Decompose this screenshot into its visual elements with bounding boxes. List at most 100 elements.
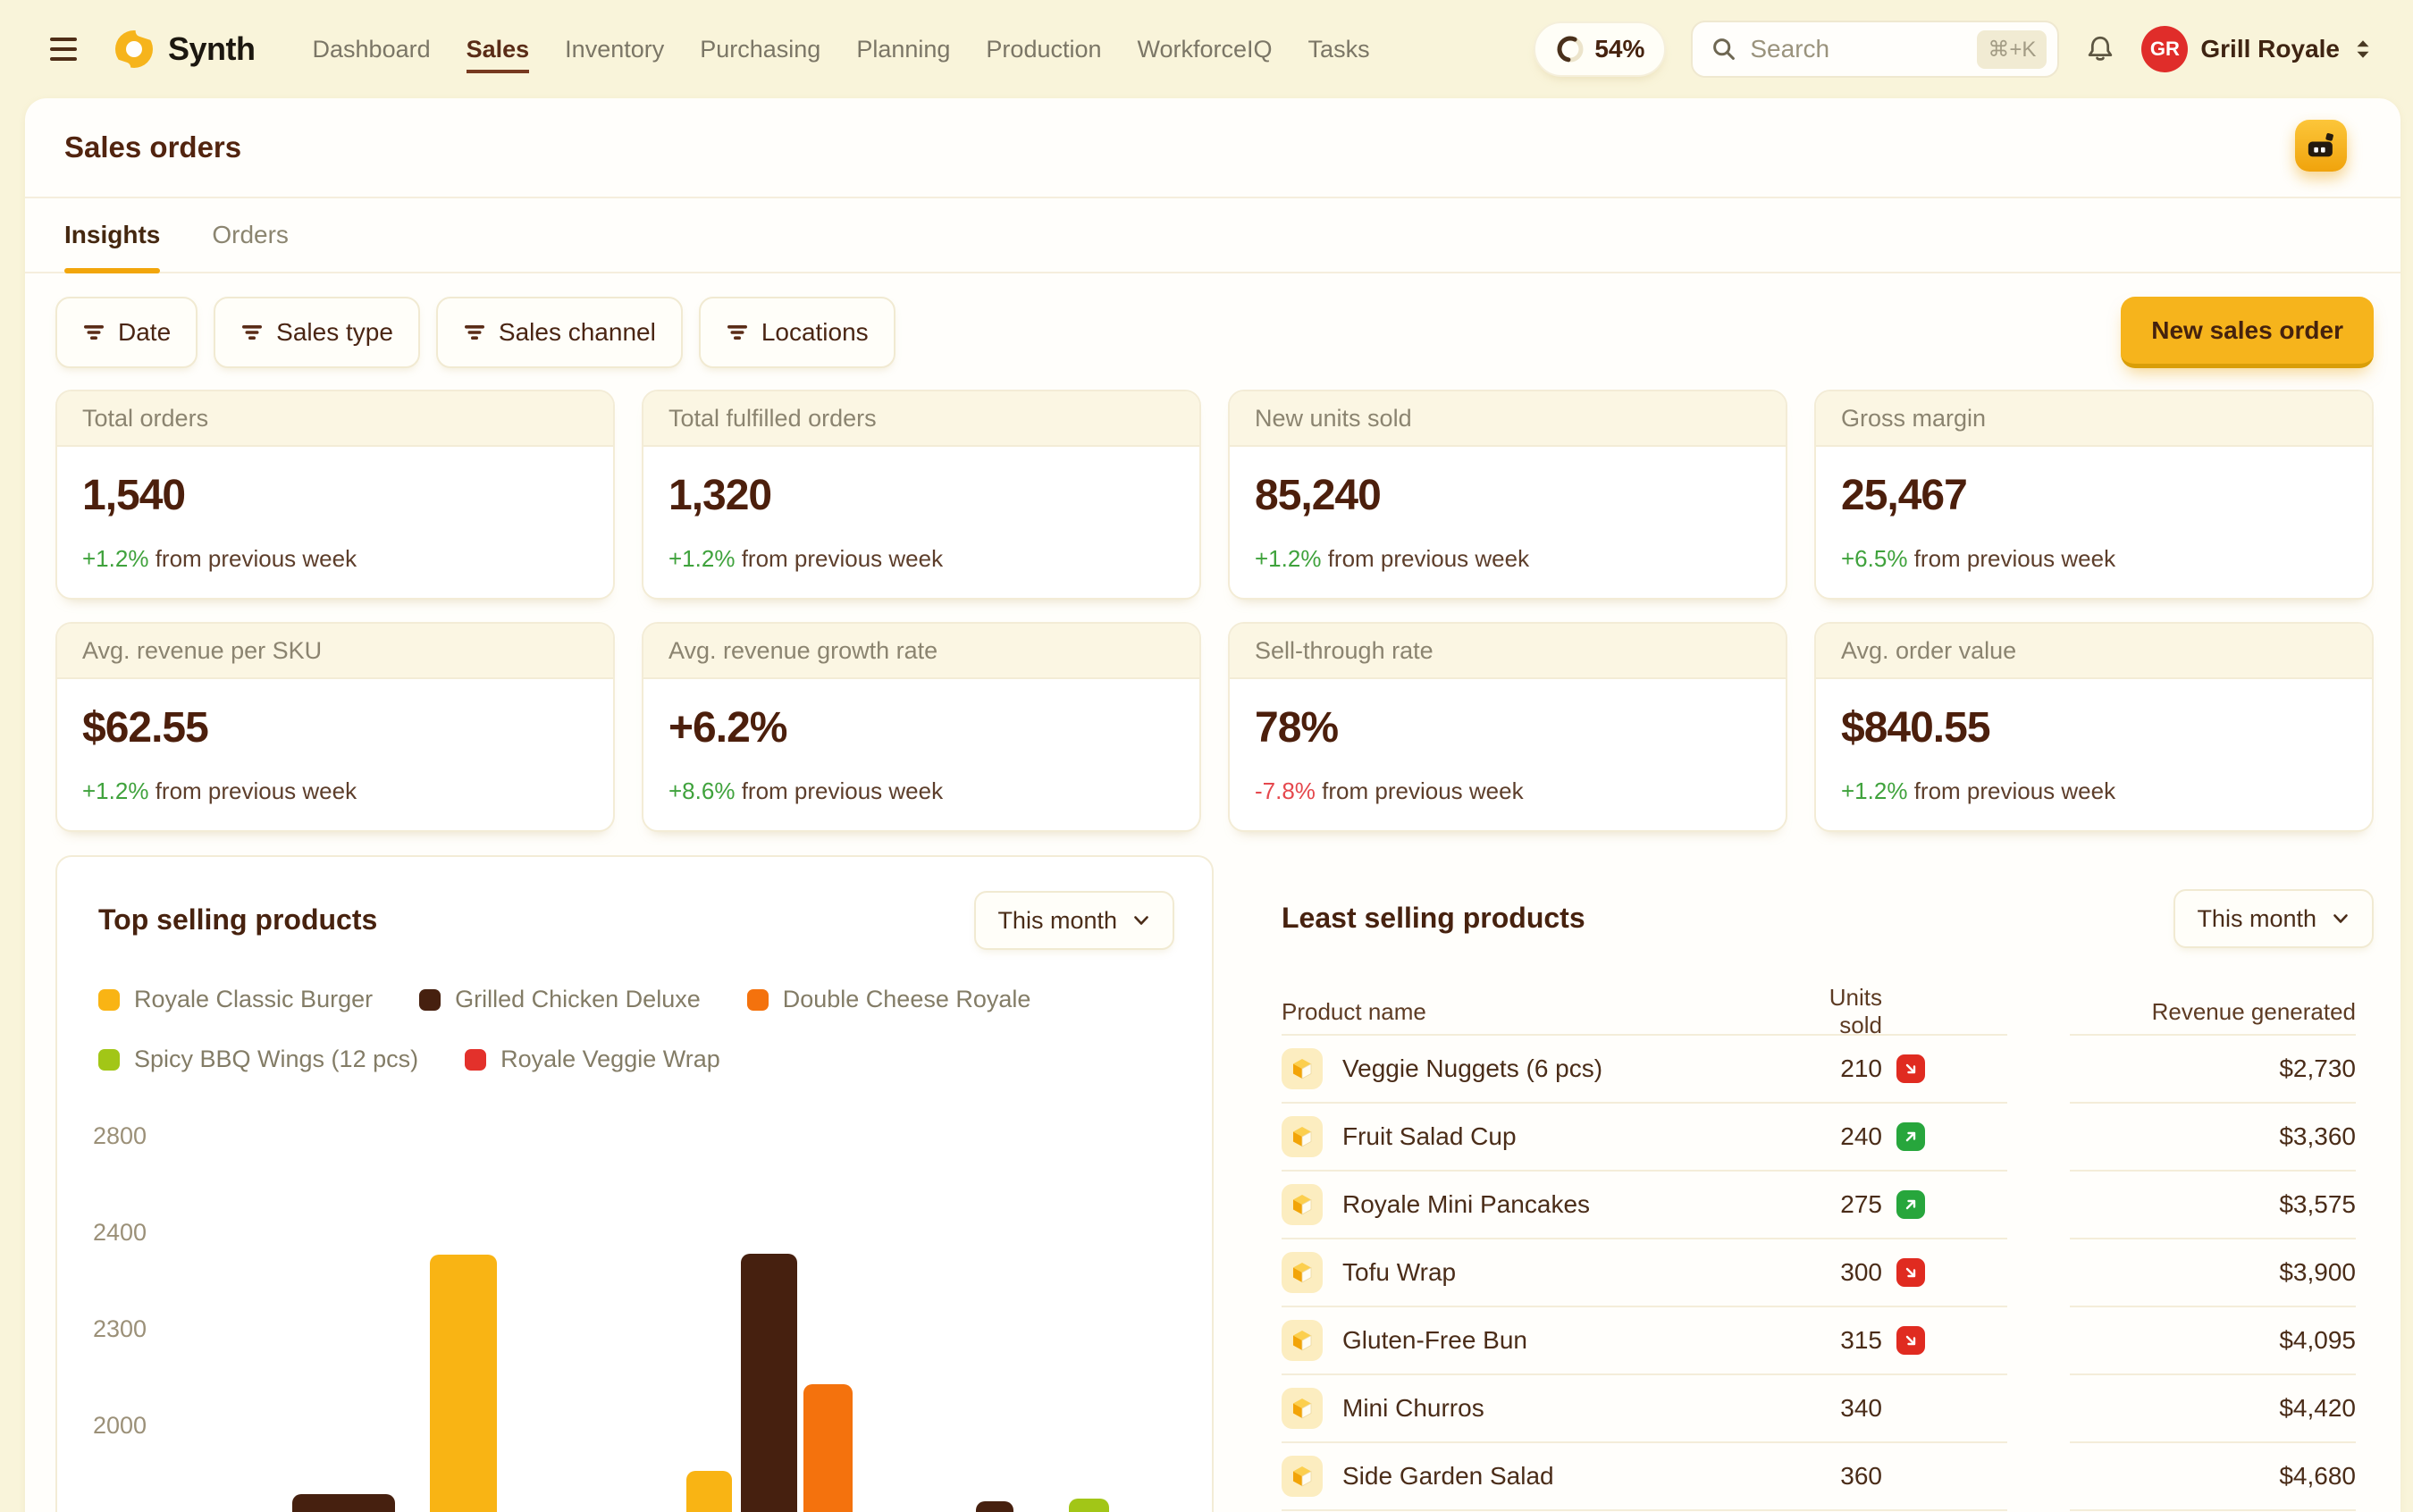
kpi-value: 85,240: [1255, 472, 1382, 519]
nav-item-dashboard[interactable]: Dashboard: [312, 35, 431, 63]
revenue-value: $2,730: [2070, 1036, 2356, 1104]
filter-button-locations[interactable]: Locations: [698, 297, 895, 368]
table-row-royale-mini-pancakes[interactable]: Royale Mini Pancakes 275 $3,575: [1282, 1172, 2356, 1239]
product-name: Royale Mini Pancakes: [1342, 1190, 1591, 1218]
filter-icon: [463, 322, 486, 343]
new-sales-order-button[interactable]: New sales order: [2121, 297, 2374, 368]
brand-name: Synth: [168, 30, 256, 67]
legend-label: Royale Classic Burger: [134, 986, 374, 1012]
user-menu[interactable]: GR Grill Royale: [2141, 26, 2374, 72]
bar-grilled-chicken-deluxe-g2: [741, 1254, 797, 1512]
kpi-card-avg-revenue-growth-rate: Avg. revenue growth rate +6.2% +8.6% from …: [642, 622, 1201, 832]
kpi-delta: +1.2% from previous week: [1841, 777, 2116, 804]
kpi-label: Sell-through rate: [1230, 624, 1786, 679]
y-axis-tick-2000: 2000: [93, 1412, 147, 1439]
trend-down-badge: [1896, 1258, 1925, 1287]
search-icon: [1711, 36, 1737, 63]
y-axis-tick-2800: 2800: [93, 1122, 147, 1149]
kpi-label: New units sold: [1230, 391, 1786, 447]
legend-swatch: [465, 1048, 487, 1071]
table-row-tofu-wrap[interactable]: Tofu Wrap 300 $3,900: [1282, 1239, 2356, 1307]
progress-ring-icon: [1555, 34, 1585, 64]
product-name: Fruit Salad Cup: [1342, 1122, 1517, 1150]
select-arrows-icon: [2352, 38, 2374, 61]
search-input[interactable]: [1750, 35, 1965, 63]
avatar: GR: [2141, 26, 2189, 72]
table-row-fruit-salad-cup[interactable]: Fruit Salad Cup 240 $3,360: [1282, 1104, 2356, 1172]
kpi-value: 25,467: [1841, 472, 1968, 519]
nav-item-inventory[interactable]: Inventory: [565, 35, 665, 63]
nav-item-workforceiq[interactable]: WorkforceIQ: [1137, 35, 1273, 63]
legend-item-royale-classic-burger: Royale Classic Burger: [98, 986, 373, 1013]
chart-legend: Royale Classic Burger Grilled Chicken Del…: [98, 986, 1173, 1073]
revenue-value: $3,900: [2070, 1239, 2356, 1307]
filter-icon: [726, 322, 749, 343]
nav-item-production[interactable]: Production: [986, 35, 1102, 63]
table-row-mini-churros[interactable]: Mini Churros 340 $4,420: [1282, 1375, 2356, 1443]
table-row-gluten-free-bun[interactable]: Gluten-Free Bun 315 $4,095: [1282, 1307, 2356, 1375]
trend-down-badge: [1896, 1326, 1925, 1355]
kpi-value: $62.55: [82, 704, 209, 752]
package-icon: [1282, 1320, 1323, 1361]
filter-button-sales-channel[interactable]: Sales channel: [435, 297, 683, 368]
trend-up-badge: [1896, 1122, 1925, 1151]
trend-down-badge: [1896, 1054, 1925, 1083]
kpi-card-total-orders: Total orders 1,540 +1.2% from previous wee…: [55, 390, 615, 600]
table-header-row: Product name Units sold Revenue generate…: [1282, 984, 2356, 1038]
nav-item-sales[interactable]: Sales: [466, 35, 530, 73]
chevron-down-icon: [1131, 911, 1151, 930]
brand: Synth: [111, 26, 256, 72]
package-icon: [1282, 1456, 1323, 1497]
kpi-label: Avg. order value: [1816, 624, 2372, 679]
filter-button-date[interactable]: Date: [55, 297, 198, 368]
legend-item-royale-veggie-wrap: Royale Veggie Wrap: [465, 1046, 720, 1073]
menu-icon[interactable]: [50, 34, 86, 64]
progress-percent: 54%: [1594, 35, 1645, 63]
kpi-label: Total fulfilled orders: [643, 391, 1199, 447]
kpi-value: $840.55: [1841, 704, 1991, 752]
page-title: Sales orders: [64, 130, 242, 164]
legend-item-grilled-chicken-deluxe: Grilled Chicken Deluxe: [419, 986, 701, 1013]
kpi-delta: +1.2% from previous week: [82, 545, 357, 572]
y-axis-tick-1900: 1900: [93, 1508, 147, 1512]
period-value: This month: [2197, 904, 2316, 932]
revenue-value: $4,680: [2070, 1443, 2356, 1511]
least-selling-period-select[interactable]: This month: [2173, 889, 2374, 948]
nav-item-tasks[interactable]: Tasks: [1307, 35, 1370, 63]
legend-swatch: [98, 1048, 120, 1071]
kpi-delta: -7.8% from previous week: [1255, 777, 1524, 804]
kpi-value: 1,320: [668, 472, 772, 519]
nav-item-planning[interactable]: Planning: [856, 35, 951, 63]
tab-orders[interactable]: Orders: [212, 221, 289, 248]
table-row-side-garden-salad[interactable]: Side Garden Salad 360 $4,680: [1282, 1443, 2356, 1511]
kpi-value: 1,540: [82, 472, 186, 519]
revenue-value: $3,575: [2070, 1172, 2356, 1239]
tab-insights[interactable]: Insights: [64, 198, 161, 273]
kpi-delta: +1.2% from previous week: [82, 777, 357, 804]
legend-label: Spicy BBQ Wings (12 pcs): [134, 1046, 419, 1072]
topbar: Synth Dashboard Sales Inventory Purchasing P…: [0, 0, 2413, 98]
product-name: Tofu Wrap: [1342, 1258, 1457, 1286]
kpi-value: +6.2%: [668, 704, 787, 752]
top-selling-period-select[interactable]: This month: [974, 891, 1174, 950]
legend-label: Royale Veggie Wrap: [500, 1046, 720, 1072]
product-name: Veggie Nuggets (6 pcs): [1342, 1054, 1603, 1082]
notifications-bell-icon[interactable]: [2084, 33, 2116, 65]
package-icon: [1282, 1048, 1323, 1089]
usage-progress-pill[interactable]: 54%: [1534, 21, 1667, 77]
kpi-delta: +6.5% from previous week: [1841, 545, 2116, 572]
nav-item-purchasing[interactable]: Purchasing: [700, 35, 821, 63]
bar-grilled-chicken-deluxe-g3: [976, 1501, 1013, 1512]
sales-orders-card: Sales orders Insights Orders Date Sales ty…: [25, 98, 2400, 1512]
synth-logo-icon: [111, 26, 157, 72]
assistant-bot-button[interactable]: [2295, 120, 2347, 172]
revenue-value: $4,420: [2070, 1375, 2356, 1443]
col-units-sold: Units sold: [1829, 984, 1882, 1038]
table-row-veggie-nuggets-6-pcs[interactable]: Veggie Nuggets (6 pcs) 210 $2,730: [1282, 1036, 2356, 1104]
filter-icon: [82, 322, 105, 343]
filter-button-sales-type[interactable]: Sales type: [214, 297, 420, 368]
top-selling-panel: Top selling products This month Royale C…: [55, 855, 1214, 1512]
legend-swatch: [98, 988, 120, 1011]
product-name: Gluten-Free Bun: [1342, 1326, 1527, 1354]
period-value: This month: [997, 906, 1117, 934]
